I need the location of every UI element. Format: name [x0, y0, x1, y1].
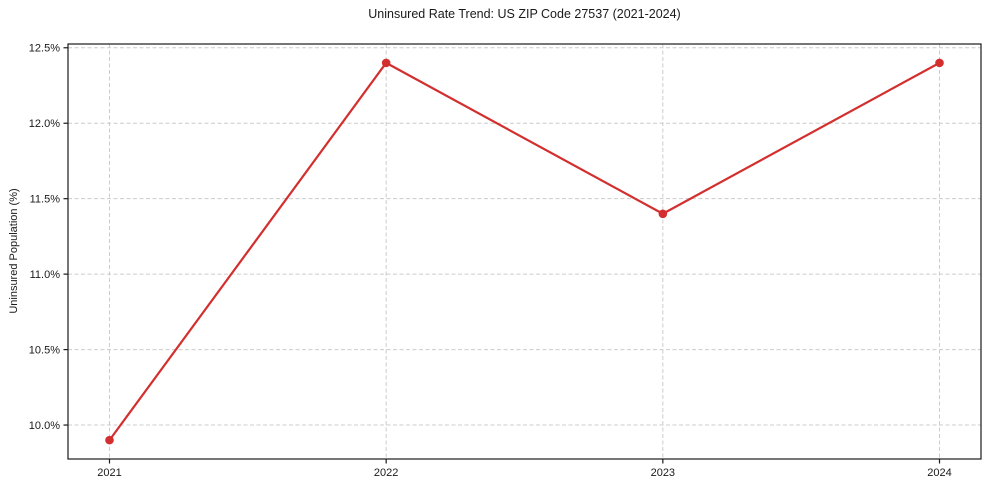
y-tick-label: 12.0%	[29, 118, 60, 130]
y-tick-label: 12.5%	[29, 43, 60, 55]
chart-title: Uninsured Rate Trend: US ZIP Code 27537 …	[368, 7, 681, 21]
y-tick-label: 10.0%	[29, 420, 60, 432]
data-line	[108, 61, 941, 442]
y-tick-label: 11.0%	[30, 269, 61, 281]
plot-frame	[67, 43, 982, 460]
x-tick-label: 2024	[927, 467, 951, 479]
data-point	[381, 58, 391, 68]
data-point	[105, 435, 114, 445]
x-tick-label: 2021	[97, 467, 121, 479]
y-tick-label: 10.5%	[29, 344, 60, 356]
x-tick-label: 2022	[374, 467, 398, 479]
data-point	[658, 209, 668, 219]
data-point	[935, 58, 944, 68]
x-tick-label: 2023	[651, 467, 675, 479]
y-tick-label: 11.5%	[30, 193, 61, 205]
